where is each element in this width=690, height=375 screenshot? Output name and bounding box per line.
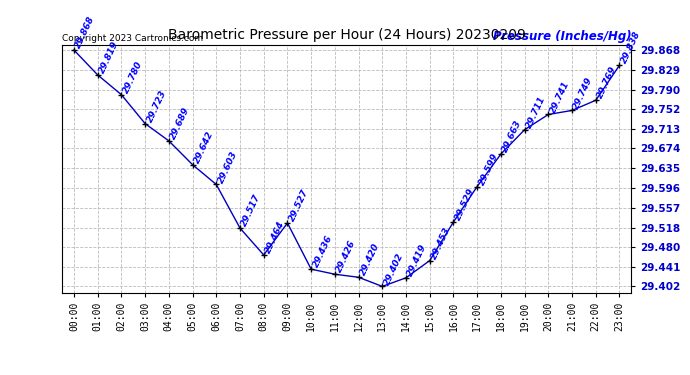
- Text: 29.838: 29.838: [620, 30, 642, 65]
- Text: 29.868: 29.868: [74, 15, 97, 50]
- Text: 29.642: 29.642: [193, 129, 215, 165]
- Text: 29.419: 29.419: [406, 243, 428, 278]
- Text: 29.599: 29.599: [477, 152, 500, 186]
- Text: 29.663: 29.663: [501, 119, 524, 154]
- Text: 29.689: 29.689: [169, 106, 192, 141]
- Text: Pressure (Inches/Hg): Pressure (Inches/Hg): [493, 30, 631, 42]
- Text: 29.741: 29.741: [549, 79, 571, 114]
- Text: 29.517: 29.517: [240, 193, 263, 228]
- Text: 29.453: 29.453: [430, 225, 453, 261]
- Text: 29.426: 29.426: [335, 239, 357, 274]
- Text: 29.819: 29.819: [98, 40, 121, 75]
- Text: 29.711: 29.711: [524, 94, 547, 130]
- Title: Barometric Pressure per Hour (24 Hours) 20230209: Barometric Pressure per Hour (24 Hours) …: [168, 28, 526, 42]
- Text: 29.769: 29.769: [595, 65, 618, 100]
- Text: 29.464: 29.464: [264, 220, 286, 255]
- Text: 29.420: 29.420: [359, 242, 382, 277]
- Text: 29.527: 29.527: [288, 188, 310, 223]
- Text: Copyright 2023 Cartronics.com: Copyright 2023 Cartronics.com: [62, 33, 204, 42]
- Text: 29.436: 29.436: [311, 234, 334, 269]
- Text: 29.402: 29.402: [382, 251, 405, 286]
- Text: 29.529: 29.529: [453, 187, 476, 222]
- Text: 29.723: 29.723: [145, 88, 168, 124]
- Text: 29.749: 29.749: [572, 75, 595, 110]
- Text: 29.780: 29.780: [121, 60, 144, 95]
- Text: 29.603: 29.603: [216, 149, 239, 184]
